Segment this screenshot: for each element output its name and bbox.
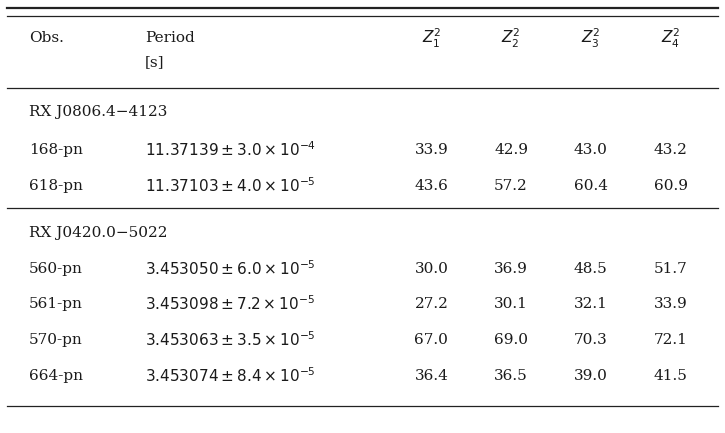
Text: 41.5: 41.5	[654, 369, 687, 383]
Text: $3.453063 \pm 3.5 \times 10^{-5}$: $3.453063 \pm 3.5 \times 10^{-5}$	[145, 331, 315, 349]
Text: $11.37139 \pm 3.0 \times 10^{-4}$: $11.37139 \pm 3.0 \times 10^{-4}$	[145, 141, 316, 159]
Text: 30.1: 30.1	[494, 297, 528, 311]
Text: 618-pn: 618-pn	[29, 179, 83, 193]
Text: 43.0: 43.0	[574, 143, 608, 157]
Text: RX J0806.4−4123: RX J0806.4−4123	[29, 105, 167, 119]
Text: 664-pn: 664-pn	[29, 369, 83, 383]
Text: RX J0420.0−5022: RX J0420.0−5022	[29, 226, 167, 240]
Text: 43.2: 43.2	[654, 143, 687, 157]
Text: 67.0: 67.0	[415, 333, 448, 347]
Text: 561-pn: 561-pn	[29, 297, 83, 311]
Text: 36.4: 36.4	[415, 369, 448, 383]
Text: 168-pn: 168-pn	[29, 143, 83, 157]
Text: 43.6: 43.6	[415, 179, 448, 193]
Text: 42.9: 42.9	[494, 143, 528, 157]
Text: 30.0: 30.0	[415, 262, 448, 276]
Text: $Z_2^2$: $Z_2^2$	[501, 26, 521, 50]
Text: 70.3: 70.3	[574, 333, 608, 347]
Text: 72.1: 72.1	[654, 333, 687, 347]
Text: $3.453050 \pm 6.0 \times 10^{-5}$: $3.453050 \pm 6.0 \times 10^{-5}$	[145, 260, 315, 278]
Text: 33.9: 33.9	[415, 143, 448, 157]
Text: [s]: [s]	[145, 55, 165, 69]
Text: 36.5: 36.5	[494, 369, 528, 383]
Text: $3.453098 \pm 7.2 \times 10^{-5}$: $3.453098 \pm 7.2 \times 10^{-5}$	[145, 294, 315, 313]
Text: 51.7: 51.7	[654, 262, 687, 276]
Text: 60.9: 60.9	[654, 179, 687, 193]
Text: Obs.: Obs.	[29, 31, 64, 45]
Text: $11.37103 \pm 4.0 \times 10^{-5}$: $11.37103 \pm 4.0 \times 10^{-5}$	[145, 177, 315, 195]
Text: $3.453074 \pm 8.4 \times 10^{-5}$: $3.453074 \pm 8.4 \times 10^{-5}$	[145, 367, 315, 385]
Text: $Z_4^2$: $Z_4^2$	[660, 26, 681, 50]
Text: 32.1: 32.1	[574, 297, 608, 311]
Text: 69.0: 69.0	[494, 333, 528, 347]
Text: $Z_1^2$: $Z_1^2$	[421, 26, 442, 50]
Text: Period: Period	[145, 31, 195, 45]
Text: 570-pn: 570-pn	[29, 333, 83, 347]
Text: 36.9: 36.9	[494, 262, 528, 276]
Text: 560-pn: 560-pn	[29, 262, 83, 276]
Text: 33.9: 33.9	[654, 297, 687, 311]
Text: 39.0: 39.0	[574, 369, 608, 383]
Text: 57.2: 57.2	[494, 179, 528, 193]
Text: 60.4: 60.4	[574, 179, 608, 193]
Text: 27.2: 27.2	[415, 297, 448, 311]
Text: 48.5: 48.5	[574, 262, 608, 276]
Text: $Z_3^2$: $Z_3^2$	[581, 26, 601, 50]
